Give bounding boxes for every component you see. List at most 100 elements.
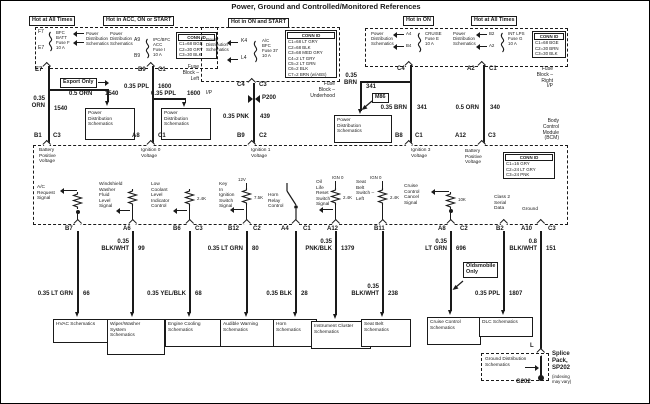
page-title: Power, Ground and Controlled/Monitored R… <box>231 2 421 11</box>
power-distribution-ref: Power Distribution Schematics <box>110 31 133 47</box>
power-distribution-ref: Power Distribution Schematics <box>86 31 109 47</box>
bcm-pin-c3: C3 <box>53 133 61 139</box>
bcm-pin-b8: B8 <box>395 133 403 139</box>
bcm-dashed-box <box>33 145 568 225</box>
bcm-signal-label: Ground <box>522 207 538 212</box>
wire <box>382 181 384 188</box>
wire-size: 0.35 ORN <box>31 96 45 109</box>
power-distribution-dest-box: Power Distribution Schematics <box>85 108 135 140</box>
wire <box>77 213 79 223</box>
arrow-left-icon <box>73 30 84 38</box>
arrow-left-icon <box>227 56 238 64</box>
reference-12v: 12V <box>238 177 246 182</box>
fuse-37-label: A/C BFC Fuse 37 10 A <box>262 38 278 59</box>
bcm-signal-label: Oil Life Reset Switch Signal <box>316 180 331 208</box>
pin-l: L <box>530 343 534 349</box>
wire-size: 0.35 PPL <box>123 84 149 90</box>
arrowhead-down-icon <box>358 109 362 114</box>
bcm-signal-label: Seat Belt Switch – Left <box>356 180 375 202</box>
wire-size: 0.5 ORN <box>69 91 93 97</box>
circuit-number: 1540 <box>54 106 68 112</box>
circuit-number: 341 <box>417 105 428 111</box>
fuse-icon <box>145 38 150 59</box>
fuse-block-left-label: Fuse Block – Left <box>182 64 199 82</box>
conn-id-row: C4=2 LT GRY <box>288 55 316 61</box>
resistor-icon <box>183 189 196 206</box>
wire <box>48 66 50 145</box>
splice-pack-label: Splice Pack, SP202 <box>552 351 571 371</box>
conn-id-row: C2=68 BLK <box>288 44 311 50</box>
wire-size: 0.35 PPL <box>474 291 500 297</box>
wire <box>132 231 134 313</box>
bcm-signal-label: Class 2 Serial Data <box>494 195 510 212</box>
wire <box>189 231 191 313</box>
wire-size: 0.35 YEL/BLK <box>147 291 186 297</box>
arrow-left-icon <box>476 31 487 39</box>
bcm-pin-c2: C2 <box>253 226 261 232</box>
conn-id-row: C3=30 BLK <box>179 52 202 58</box>
arrow-left-icon <box>73 39 84 47</box>
conn-id-title: CONN ID <box>178 34 215 42</box>
circuit-number: 1379 <box>341 246 355 252</box>
fuse-block-underhood-dashed-box <box>201 27 340 82</box>
fuse-icon <box>417 32 422 53</box>
wire <box>450 212 452 223</box>
wire-size: 0.35 PNK/BLK <box>305 239 332 252</box>
wire <box>382 205 384 223</box>
conn-id-title: CONN ID <box>287 32 335 40</box>
conn-id-row: C5=2 LT GRN <box>288 60 316 66</box>
circuit-number: 1807 <box>509 291 523 297</box>
bcm-pin-a12: A12 <box>455 133 467 139</box>
pin-c1: C1 <box>158 67 166 73</box>
reference-ign0: IGN 0 <box>370 175 382 180</box>
wire-size: 0.35 PPL <box>151 91 177 97</box>
bcm-pin-b12: B12 <box>228 226 240 232</box>
junction-dot <box>448 209 453 213</box>
wire-size: 0.35 BLK/WHT <box>101 239 129 252</box>
circuit-number: 1540 <box>105 91 119 97</box>
power-distribution-dest-box: Power Distribution Schematics <box>334 115 392 143</box>
wire-branch <box>152 98 186 100</box>
terminal-b4: B4 <box>406 43 412 48</box>
bcm-pin-c3: C3 <box>488 133 496 139</box>
wire-branch <box>107 89 109 102</box>
fuse-icon <box>48 31 53 52</box>
arrowhead-down-icon <box>105 101 109 106</box>
wire-size: 0.35 BLK <box>266 291 292 297</box>
terminal-l4: L4 <box>241 55 247 61</box>
tag-hot-at-all-times-left: Hot at All Times <box>29 16 76 26</box>
arrowhead-down-icon <box>182 102 186 107</box>
circuit-number: 341 <box>366 84 377 90</box>
tag-hot-in-on: Hot in ON <box>403 16 434 26</box>
circuit-number: 1600 <box>158 84 172 90</box>
fuse-block-right-dashed-box <box>365 28 568 67</box>
bcm-pin-b6: B6 <box>173 226 181 232</box>
conn-id-row: C1=68 BGE <box>179 41 203 47</box>
wire <box>483 65 485 145</box>
splice-pack-note: (indexing may vary) <box>552 374 572 385</box>
dest-box-engine-cooling: Engine Cooling Schematics <box>165 319 223 347</box>
resistor-icon <box>444 192 457 209</box>
bcm-input-label: Battery Positive Voltage <box>465 149 482 166</box>
wire-size: 0.8 BLK/WHT <box>509 239 537 252</box>
wire-size: 0.35 LT GRN <box>37 291 73 297</box>
tag-oldsmobile-only: Oldsmobile Only <box>463 262 499 278</box>
power-distribution-ref: Power Distribution Schematics <box>371 31 394 47</box>
wire <box>450 231 452 311</box>
connector-p200: P200 <box>262 95 277 101</box>
dest-box-audible-warning: Audible Warning Schematics <box>220 319 278 347</box>
wire-size: 0.35 LT GRN <box>207 246 243 252</box>
bcm-pin-a10: A10 <box>521 226 533 232</box>
ground-distribution-ref: Ground Distribution Schematics <box>485 357 527 368</box>
bcm-signal-label: Key In Ignition Switch Signal <box>219 182 235 210</box>
pin-b9: B9 <box>138 67 146 73</box>
dest-box-cruise-control: Cruise Control Schematics <box>427 317 481 345</box>
bcm-input-label: Battery Positive Voltage <box>39 148 56 165</box>
wire <box>246 183 248 188</box>
circuit-number: 1600 <box>187 91 201 97</box>
arrow-left-icon <box>227 39 238 47</box>
arrowhead-down-icon <box>501 310 505 315</box>
fuse-block-underhood-label: Fuse Block – Underhood <box>310 81 335 99</box>
conn-id-row: C6=2 BLK <box>288 66 309 72</box>
